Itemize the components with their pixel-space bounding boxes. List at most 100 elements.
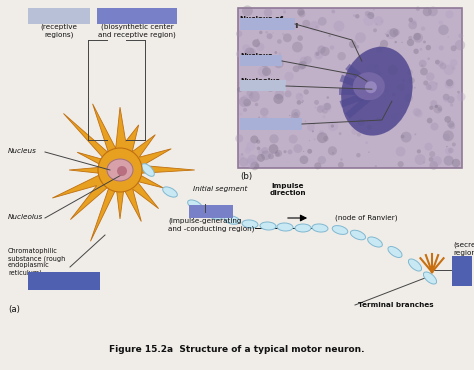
FancyBboxPatch shape — [240, 118, 302, 130]
Circle shape — [407, 70, 413, 75]
Circle shape — [275, 150, 282, 157]
Circle shape — [443, 94, 451, 102]
FancyBboxPatch shape — [240, 55, 282, 66]
Circle shape — [315, 26, 318, 28]
Circle shape — [370, 71, 371, 73]
Circle shape — [357, 118, 365, 126]
Circle shape — [301, 102, 303, 103]
Circle shape — [239, 154, 244, 159]
Circle shape — [273, 94, 283, 104]
Circle shape — [296, 93, 303, 100]
FancyBboxPatch shape — [240, 18, 295, 30]
Circle shape — [393, 29, 400, 36]
Circle shape — [250, 162, 259, 170]
Circle shape — [307, 149, 312, 154]
Circle shape — [317, 105, 324, 113]
Circle shape — [324, 103, 331, 110]
Circle shape — [451, 45, 456, 51]
Text: Nucleolus: Nucleolus — [240, 78, 280, 84]
Text: Chromatophilic
substance (rough
endoplasmic
reticulum): Chromatophilic substance (rough endoplas… — [8, 248, 65, 276]
Circle shape — [257, 38, 258, 40]
Circle shape — [379, 48, 381, 50]
Text: Nucleus: Nucleus — [8, 148, 37, 154]
Text: Figure 15.2a  Structure of a typical motor neuron.: Figure 15.2a Structure of a typical moto… — [109, 346, 365, 354]
Circle shape — [285, 120, 293, 128]
Circle shape — [322, 103, 332, 112]
Circle shape — [452, 142, 456, 147]
Circle shape — [430, 122, 438, 131]
Circle shape — [386, 34, 389, 37]
Text: (secretory
region): (secretory region) — [453, 242, 474, 256]
Polygon shape — [52, 104, 195, 241]
Circle shape — [367, 12, 374, 19]
Circle shape — [366, 64, 376, 74]
Circle shape — [331, 124, 334, 128]
Ellipse shape — [207, 211, 223, 219]
Circle shape — [264, 80, 266, 83]
Circle shape — [283, 9, 285, 11]
Circle shape — [438, 107, 442, 111]
Circle shape — [291, 113, 300, 121]
Ellipse shape — [242, 220, 258, 228]
Text: Terminal branches: Terminal branches — [358, 302, 434, 308]
Circle shape — [401, 135, 405, 138]
Circle shape — [289, 135, 298, 144]
Circle shape — [117, 166, 127, 176]
Circle shape — [297, 100, 301, 105]
FancyBboxPatch shape — [240, 80, 286, 91]
Circle shape — [278, 52, 281, 55]
Circle shape — [319, 130, 324, 134]
Circle shape — [301, 100, 304, 102]
Circle shape — [387, 128, 390, 132]
Circle shape — [302, 20, 310, 27]
Circle shape — [409, 77, 415, 84]
Circle shape — [307, 124, 315, 131]
Circle shape — [241, 153, 243, 155]
Circle shape — [428, 157, 433, 162]
Text: (impulse-generating
and -conducting region): (impulse-generating and -conducting regi… — [168, 218, 255, 232]
Circle shape — [443, 94, 449, 100]
Ellipse shape — [224, 216, 240, 224]
Circle shape — [392, 93, 395, 97]
Circle shape — [398, 113, 399, 114]
Circle shape — [300, 57, 308, 64]
Circle shape — [381, 20, 383, 23]
Text: (node of Ranvier): (node of Ranvier) — [335, 215, 398, 221]
Ellipse shape — [368, 237, 383, 247]
Circle shape — [315, 107, 316, 108]
Circle shape — [357, 93, 366, 102]
Circle shape — [423, 7, 432, 16]
Ellipse shape — [295, 224, 311, 232]
Circle shape — [356, 153, 361, 157]
Circle shape — [283, 11, 286, 14]
Circle shape — [446, 79, 453, 86]
Text: (b): (b) — [240, 172, 252, 181]
Circle shape — [282, 33, 284, 36]
Circle shape — [272, 32, 274, 34]
Circle shape — [392, 92, 396, 96]
Circle shape — [297, 35, 303, 41]
Circle shape — [236, 30, 242, 37]
Circle shape — [281, 18, 283, 20]
Circle shape — [351, 128, 358, 135]
Circle shape — [260, 108, 269, 116]
Circle shape — [352, 92, 354, 94]
Circle shape — [356, 46, 357, 48]
Circle shape — [448, 123, 455, 130]
Circle shape — [385, 33, 386, 35]
Circle shape — [351, 105, 352, 107]
Circle shape — [250, 135, 258, 144]
Circle shape — [332, 152, 334, 154]
Circle shape — [257, 154, 265, 162]
Circle shape — [258, 66, 268, 77]
Circle shape — [413, 48, 419, 54]
Circle shape — [361, 80, 369, 88]
Circle shape — [407, 39, 414, 46]
Ellipse shape — [277, 223, 293, 231]
Circle shape — [274, 90, 284, 100]
Circle shape — [427, 57, 430, 60]
Circle shape — [423, 41, 426, 43]
Circle shape — [366, 85, 369, 88]
Circle shape — [374, 165, 377, 168]
Circle shape — [241, 58, 244, 61]
